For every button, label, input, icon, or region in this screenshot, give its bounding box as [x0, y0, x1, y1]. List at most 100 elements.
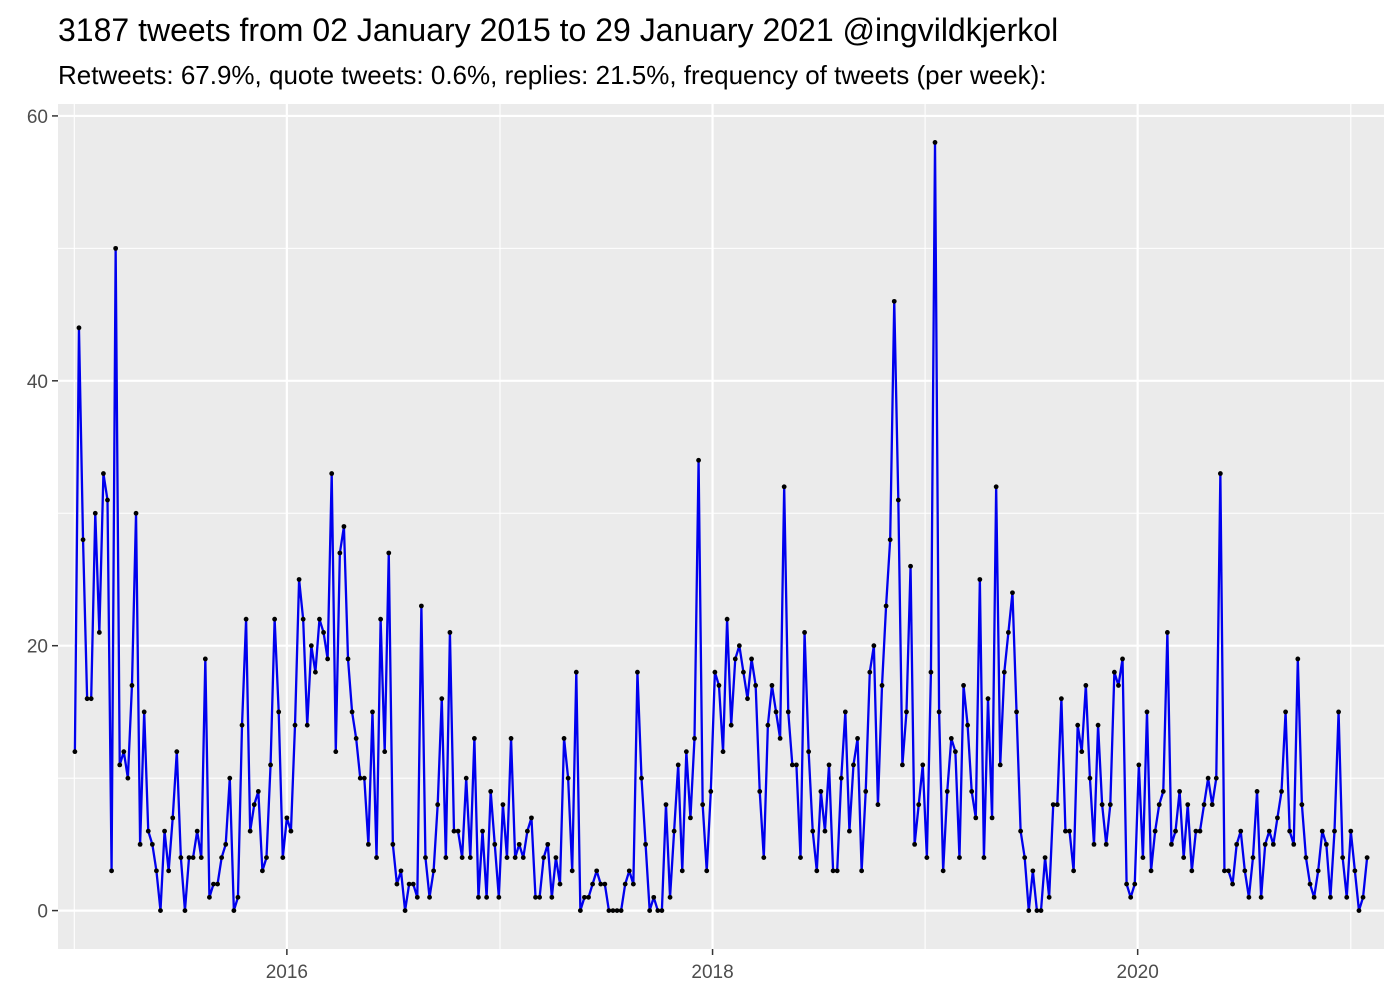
data-point [679, 868, 685, 874]
data-point [329, 471, 335, 476]
data-point [410, 881, 416, 887]
data-point [1054, 802, 1060, 808]
data-point [1010, 590, 1015, 596]
data-point [251, 802, 257, 808]
data-point [386, 550, 392, 556]
data-point [883, 603, 889, 609]
data-point [268, 762, 273, 768]
major-gridlines [58, 104, 1384, 949]
data-point [109, 868, 114, 874]
data-point [798, 855, 803, 861]
data-point [716, 683, 722, 688]
data-point [219, 855, 225, 861]
data-point [227, 775, 233, 781]
data-point [1226, 868, 1231, 874]
data-point [182, 908, 188, 913]
data-point [969, 788, 975, 794]
data-point [667, 894, 673, 900]
data-point [280, 855, 286, 861]
data-point [655, 908, 661, 913]
y-tick-label: 0 [37, 902, 48, 923]
data-point [361, 775, 367, 781]
data-point [1046, 894, 1052, 900]
data-point [1144, 709, 1150, 715]
data-point [1364, 855, 1370, 861]
data-point [1042, 855, 1048, 861]
data-point [1140, 855, 1146, 861]
data-point [1152, 828, 1158, 834]
data-point [406, 881, 412, 887]
data-point [215, 881, 220, 887]
data-point [761, 855, 767, 861]
data-point [504, 855, 510, 861]
data-point [1258, 894, 1264, 900]
data-point [1315, 868, 1321, 874]
data-point [1213, 775, 1219, 781]
data-point [557, 881, 563, 887]
data-point [113, 245, 119, 251]
data-point [541, 855, 547, 861]
data-point [1319, 828, 1325, 834]
data-point [439, 696, 445, 702]
data-point [818, 788, 824, 794]
data-point [325, 656, 331, 662]
data-point [414, 894, 420, 900]
data-point [561, 736, 567, 741]
data-point [96, 630, 102, 635]
data-point [247, 828, 253, 834]
data-point [1360, 894, 1366, 900]
data-point [101, 471, 106, 476]
data-point [235, 894, 241, 900]
data-point [569, 868, 575, 874]
data-point [500, 802, 506, 808]
data-point [162, 828, 167, 834]
data-point [785, 709, 791, 715]
data-point [728, 722, 734, 728]
data-point [952, 749, 958, 755]
data-point [741, 669, 746, 675]
data-point [1001, 669, 1007, 675]
data-point [614, 908, 620, 913]
data-point [471, 736, 477, 741]
data-point [1307, 881, 1313, 887]
data-point [178, 855, 184, 861]
data-point [524, 828, 530, 834]
data-point [1328, 894, 1333, 900]
data-point [1209, 802, 1215, 808]
data-point [912, 841, 918, 847]
data-point [166, 868, 172, 874]
data-point [724, 616, 730, 622]
data-point [553, 855, 559, 861]
x-tick-label: 2018 [691, 962, 733, 983]
data-point [435, 802, 441, 808]
data-point [492, 841, 498, 847]
data-point [1177, 788, 1182, 794]
data-point [341, 524, 347, 529]
data-point [867, 669, 873, 675]
data-point [1181, 855, 1187, 861]
data-point [284, 815, 290, 821]
data-point [826, 762, 832, 768]
data-point [985, 696, 991, 702]
data-point [932, 140, 938, 145]
data-point [1287, 828, 1293, 834]
data-point [928, 669, 934, 675]
data-point [1291, 841, 1297, 847]
data-point [565, 775, 571, 781]
data-point [476, 894, 481, 900]
data-point [1095, 722, 1101, 728]
data-point [822, 828, 828, 834]
data-point [117, 762, 123, 768]
data-point [1148, 868, 1154, 874]
data-point [1356, 908, 1362, 913]
data-point [529, 815, 534, 821]
data-points [72, 140, 1370, 913]
chart-subtitle: Retweets: 67.9%, quote tweets: 0.6%, rep… [58, 60, 1047, 90]
data-point [635, 669, 640, 675]
data-point [276, 709, 282, 715]
data-point [496, 894, 502, 900]
data-point [879, 683, 885, 688]
data-point [1005, 630, 1011, 635]
data-point [154, 868, 159, 874]
